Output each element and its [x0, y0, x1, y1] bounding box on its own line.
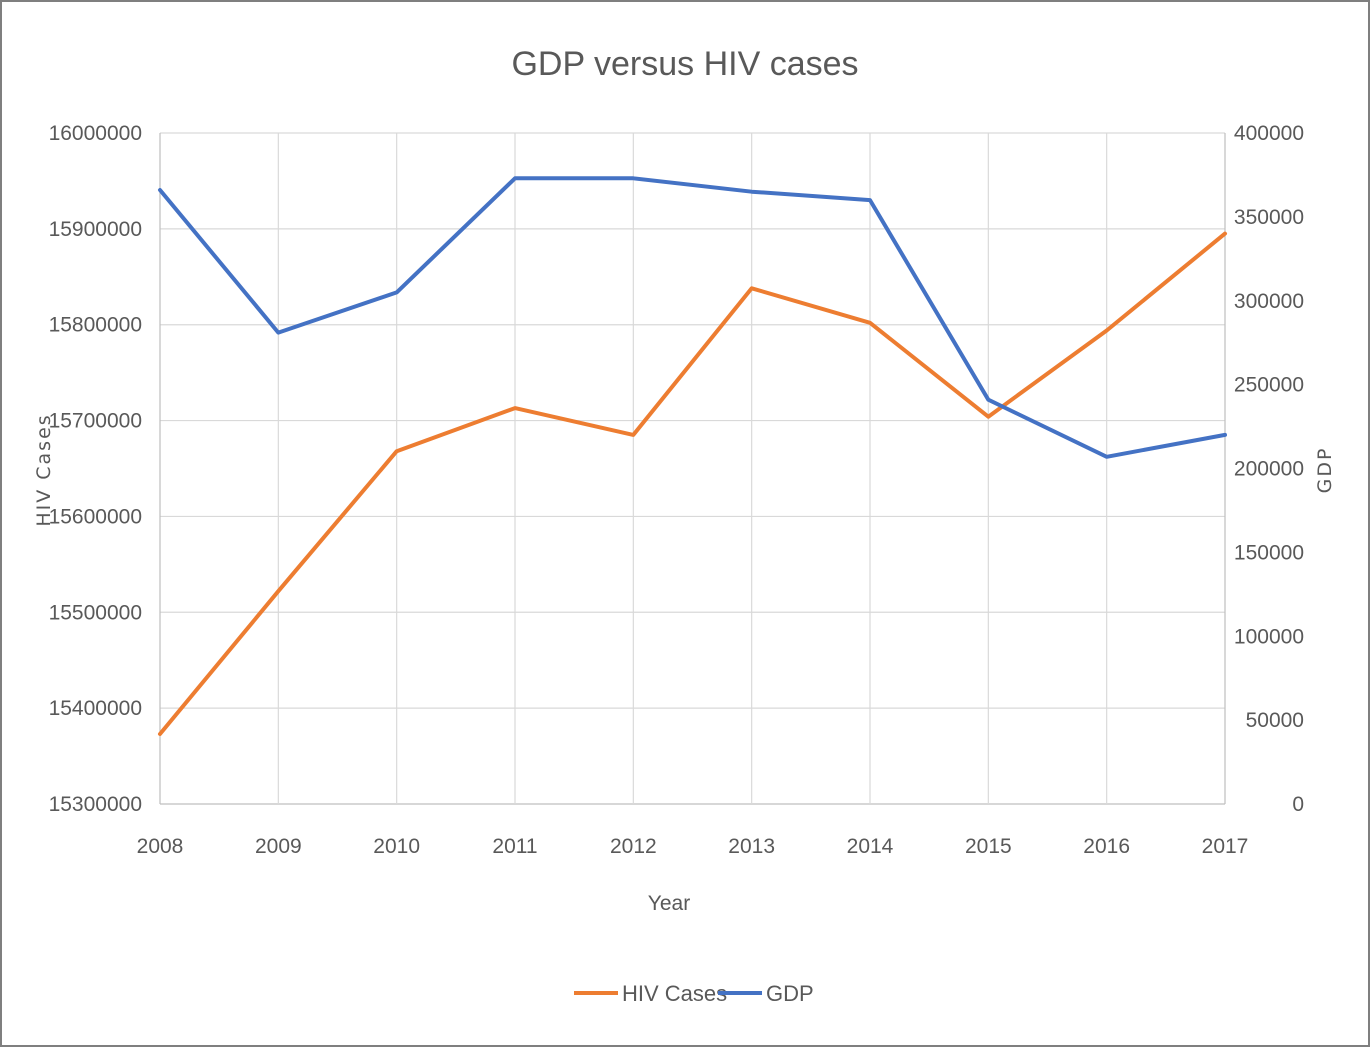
y-tick-label: 15500000 [49, 601, 142, 624]
y2-tick-label: 0 [1292, 793, 1304, 816]
y2-tick-label: 300000 [1234, 290, 1304, 313]
legend-label-hiv-cases: HIV Cases [622, 981, 727, 1006]
right-axis-ticks: 0 50000 100000 150000 200000 250000 300000 3500… [1234, 122, 1304, 816]
x-axis-label: Year [648, 892, 690, 915]
gridlines [159, 132, 1226, 805]
y2-axis-label: GDP [1314, 447, 1336, 494]
chart-title: GDP versus HIV cases [511, 45, 858, 83]
y-tick-label: 15300000 [49, 793, 142, 816]
x-axis-ticks: 2008 2009 2010 2011 2012 2013 2014 2015 2016 2017 [137, 835, 1249, 858]
x-tick-label: 2008 [137, 835, 184, 858]
left-axis-ticks: 15300000 15400000 15500000 15600000 15700000… [49, 122, 142, 816]
y2-tick-label: 250000 [1234, 374, 1304, 397]
series-line-hiv-cases [158, 231, 1227, 736]
x-tick-label: 2014 [847, 835, 894, 858]
x-tick-label: 2009 [255, 835, 302, 858]
series-lines [158, 176, 1227, 736]
legend-label-gdp: GDP [766, 981, 814, 1006]
x-tick-label: 2017 [1202, 835, 1249, 858]
y-tick-label: 15600000 [49, 505, 142, 528]
y2-tick-label: 150000 [1234, 541, 1304, 564]
y-tick-label: 15700000 [49, 410, 142, 433]
y-axis-label: HIV Cases [33, 413, 55, 526]
y2-tick-label: 200000 [1234, 458, 1304, 481]
y-tick-label: 15900000 [49, 218, 142, 241]
y-tick-label: 16000000 [49, 122, 142, 145]
x-tick-label: 2012 [610, 835, 657, 858]
y2-tick-label: 100000 [1234, 625, 1304, 648]
y-tick-label: 15400000 [49, 697, 142, 720]
x-tick-label: 2016 [1083, 835, 1130, 858]
x-tick-label: 2010 [373, 835, 420, 858]
x-tick-label: 2013 [728, 835, 775, 858]
y2-tick-label: 50000 [1246, 709, 1304, 732]
x-tick-label: 2015 [965, 835, 1012, 858]
legend: HIV Cases GDP [574, 981, 814, 1006]
x-tick-label: 2011 [492, 835, 537, 858]
y-tick-label: 15800000 [49, 314, 142, 337]
y2-tick-label: 400000 [1234, 122, 1304, 145]
y2-tick-label: 350000 [1234, 206, 1304, 229]
series-line-gdp [158, 176, 1227, 459]
